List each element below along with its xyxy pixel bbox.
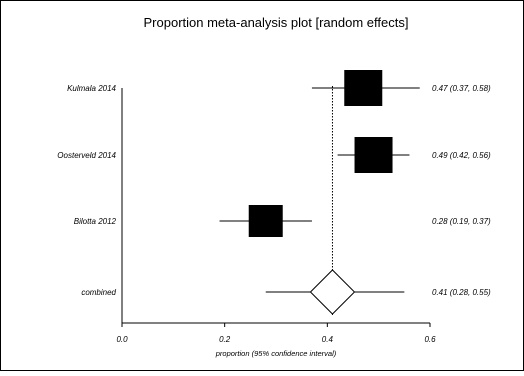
study-label: Oosterveld 2014 <box>57 151 116 160</box>
x-axis-label: proportion (95% confidence interval) <box>215 349 337 358</box>
study-ci-label: 0.49 (0.42, 0.56) <box>432 151 491 160</box>
x-tick-label: 0.2 <box>219 335 231 344</box>
study-rows: Kulmala 2014 0.47 (0.37, 0.58) Oosterveld … <box>57 70 491 237</box>
study-ci-label: 0.28 (0.19, 0.37) <box>432 217 491 226</box>
study-ci-label: 0.47 (0.37, 0.58) <box>432 84 491 93</box>
x-tick-label: 0.6 <box>424 335 436 344</box>
study-estimate-box <box>248 205 283 237</box>
combined-label: combined <box>81 288 116 297</box>
study-label: Bilotta 2012 <box>74 217 117 226</box>
x-tick-label: 0.0 <box>116 335 128 344</box>
study-label: Kulmala 2014 <box>67 84 116 93</box>
chart-title: Proportion meta-analysis plot [random ef… <box>144 15 409 30</box>
study-row: Bilotta 2012 0.28 (0.19, 0.37) <box>74 205 491 237</box>
x-ticks: 0.0 0.2 0.4 0.6 <box>116 323 436 344</box>
study-row: Oosterveld 2014 0.49 (0.42, 0.56) <box>57 137 491 173</box>
x-tick-label: 0.4 <box>322 335 334 344</box>
combined-estimate-diamond <box>309 269 356 315</box>
study-estimate-box <box>354 137 393 173</box>
study-estimate-box <box>344 70 383 106</box>
combined-ci-label: 0.41 (0.28, 0.55) <box>432 288 491 297</box>
study-row: Kulmala 2014 0.47 (0.37, 0.58) <box>67 70 491 106</box>
combined-row: combined 0.41 (0.28, 0.55) <box>81 269 491 315</box>
